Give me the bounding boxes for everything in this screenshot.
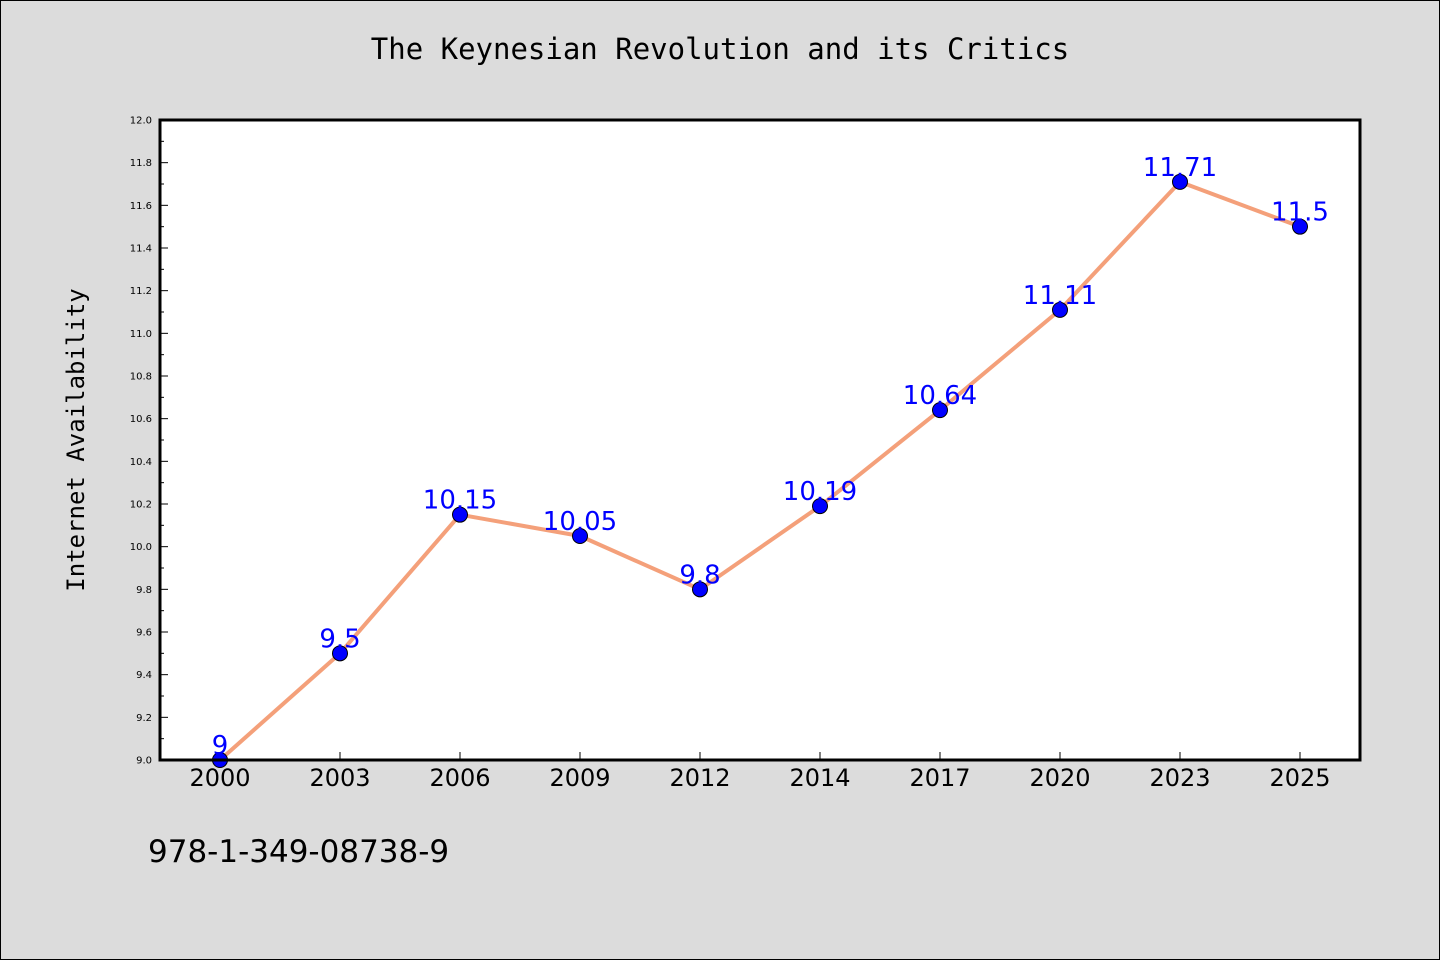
x-tick-label: 2006: [429, 764, 490, 792]
y-tick-label: 9.8: [136, 585, 152, 596]
y-tick-label: 9.4: [136, 670, 152, 681]
x-tick-label: 2025: [1269, 764, 1330, 792]
data-label: 10.64: [903, 381, 977, 411]
y-axis-label: Internet Availability: [62, 288, 90, 591]
y-tick-label: 12.0: [130, 116, 152, 127]
data-point: [1052, 301, 1068, 318]
y-tick-label: 11.4: [130, 244, 152, 255]
y-tick-label: 11.0: [130, 329, 152, 340]
y-tick-label: 10.4: [130, 457, 152, 468]
data-label: 9.8: [679, 560, 720, 590]
x-tick-label: 2012: [669, 764, 730, 792]
y-tick-label: 10.6: [130, 414, 152, 425]
y-tick-label: 11.2: [130, 286, 152, 297]
x-axis: 2000 2003 2006 2009 2012 2014 2017 2020 2023 2025: [189, 752, 1331, 792]
plot-border: [158, 118, 1362, 762]
isbn-text: 978-1-349-08738-9: [148, 834, 450, 870]
x-tick-label: 2023: [1149, 764, 1210, 792]
data-label: 11.71: [1143, 153, 1217, 183]
data-point: [932, 402, 948, 419]
y-tick-label: 10.0: [130, 542, 152, 553]
series: 9 9.5 10.15 10.05 9.8 10.19 10.64 11.11 11.71 11.…: [212, 153, 1329, 768]
y-tick-label: 9.2: [136, 713, 152, 724]
data-point: [1172, 173, 1188, 190]
data-point: [452, 506, 468, 523]
y-tick-label: 9.6: [136, 628, 152, 639]
data-point: [812, 498, 828, 515]
x-tick-label: 2000: [189, 764, 250, 792]
data-point: [332, 645, 348, 662]
x-tick-label: 2020: [1029, 764, 1090, 792]
data-label: 10.05: [543, 507, 617, 537]
y-tick-label: 10.8: [130, 372, 152, 383]
data-label: 9.5: [319, 624, 360, 654]
data-point: [692, 581, 708, 598]
y-tick-label: 11.6: [130, 201, 152, 212]
x-tick-label: 2014: [789, 764, 850, 792]
series-line: [218, 179, 1301, 762]
data-label: 10.15: [423, 486, 497, 516]
y-tick-label: 9.0: [136, 756, 152, 767]
data-label: 11.11: [1023, 281, 1097, 311]
data-label: 9: [212, 731, 229, 761]
y-tick-label: 10.2: [130, 500, 152, 511]
chart-title: The Keynesian Revolution and its Critics: [370, 32, 1070, 66]
data-point: [1292, 218, 1308, 235]
x-tick-label: 2017: [909, 764, 970, 792]
x-tick-label: 2009: [549, 764, 610, 792]
data-label: 10.19: [783, 477, 857, 507]
data-point: [572, 528, 588, 544]
y-tick-label: 11.8: [130, 158, 152, 169]
plot-area: [160, 120, 1360, 760]
x-tick-label: 2003: [309, 764, 370, 792]
data-label: 11.5: [1271, 198, 1329, 228]
